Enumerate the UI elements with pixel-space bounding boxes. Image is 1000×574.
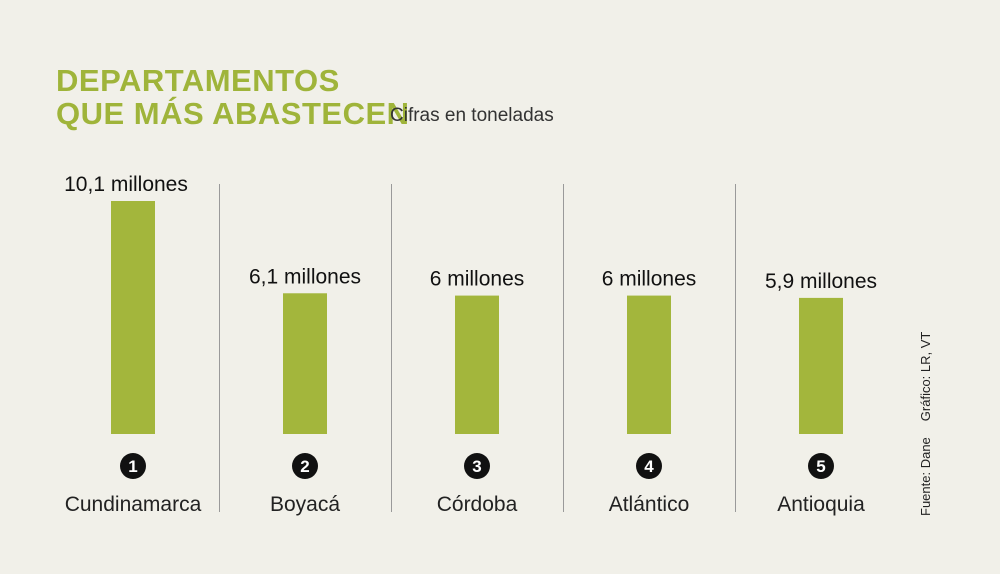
value-label: 10,1 millones (64, 173, 188, 196)
source-credit: Fuente: Dane Gráfico: LR, VT (918, 316, 933, 516)
value-label: 5,9 millones (765, 270, 877, 293)
chart-subtitle: Cifras en toneladas (390, 105, 554, 126)
rank-badge (120, 453, 146, 479)
value-label: 6 millones (430, 268, 525, 291)
rank-number: 4 (644, 457, 654, 476)
category-label: Boyacá (270, 493, 340, 516)
rank-badge (808, 453, 834, 479)
bar-3 (455, 295, 499, 434)
chart-title: DEPARTAMENTOS QUE MÁS ABASTECEN (56, 64, 410, 130)
rank-number: 5 (816, 457, 825, 476)
category-label: Córdoba (437, 493, 518, 516)
source-label: Fuente: Dane (918, 437, 933, 516)
category-label: Cundinamarca (65, 493, 202, 516)
bar-1 (111, 201, 155, 434)
bar-4 (627, 295, 671, 434)
graphic-credit: Gráfico: LR, VT (918, 331, 933, 422)
bar-2 (283, 293, 327, 434)
value-label: 6 millones (602, 268, 697, 291)
rank-number: 2 (300, 457, 309, 476)
value-label: 6,1 millones (249, 265, 361, 288)
rank-number: 3 (472, 457, 481, 476)
rank-badge (464, 453, 490, 479)
chart-title-line1: DEPARTAMENTOS (56, 63, 340, 98)
rank-number: 1 (128, 457, 137, 476)
chart-title-line2: QUE MÁS ABASTECEN (56, 96, 410, 131)
bar-5 (799, 297, 843, 434)
rank-badge (292, 453, 318, 479)
category-label: Antioquia (777, 493, 865, 516)
rank-badge (636, 453, 662, 479)
category-label: Atlántico (609, 493, 690, 516)
